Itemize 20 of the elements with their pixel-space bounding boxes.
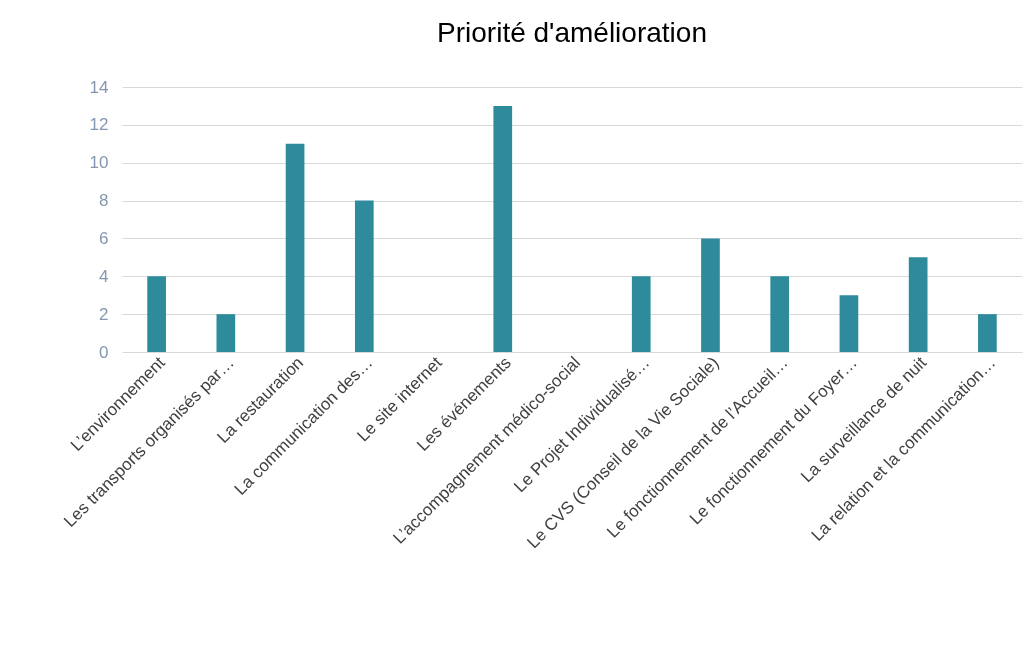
y-tick-label: 10	[89, 153, 109, 173]
bar	[631, 276, 651, 352]
y-tick-label: 4	[99, 266, 109, 286]
y-tick-label: 12	[89, 115, 109, 135]
bar	[216, 314, 236, 352]
y-tick-label: 2	[99, 304, 109, 324]
chart-title: Priorité d'amélioration	[437, 17, 707, 48]
y-tick-label: 0	[99, 342, 109, 362]
bar	[908, 257, 928, 352]
bar	[978, 314, 997, 352]
bar	[839, 295, 859, 352]
y-tick-label: 8	[99, 191, 109, 211]
bar	[147, 276, 166, 352]
y-tick-label: 6	[99, 228, 109, 248]
y-tick-label: 14	[89, 77, 109, 97]
bar	[701, 238, 720, 352]
bar	[493, 105, 513, 352]
bar	[354, 200, 374, 352]
bar	[285, 143, 305, 352]
bar	[770, 276, 790, 352]
